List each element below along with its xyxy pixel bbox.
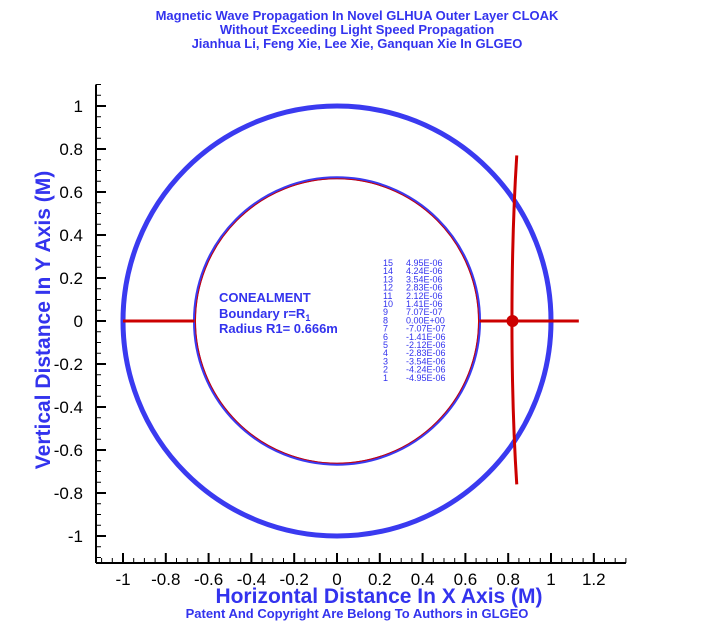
x-tick-label: -0.4 bbox=[237, 570, 266, 589]
y-tick-label: -0.4 bbox=[54, 398, 83, 417]
wave-source-point bbox=[506, 315, 519, 327]
legend-level-value: -7.07E-07 bbox=[406, 324, 446, 334]
y-tick-label: 0 bbox=[74, 312, 83, 331]
chart-title-line-1: Magnetic Wave Propagation In Novel GLHUA… bbox=[155, 8, 559, 23]
legend-level-value: 4.24E-06 bbox=[406, 266, 443, 276]
x-tick-label: 0.4 bbox=[411, 570, 435, 589]
plot-shapes bbox=[120, 103, 579, 539]
y-tick-label: 0.8 bbox=[59, 140, 83, 159]
y-tick-label: -1 bbox=[68, 527, 83, 546]
x-tick-label: -1 bbox=[115, 570, 130, 589]
legend-level-number: 6 bbox=[383, 332, 388, 342]
legend-level-number: 1 bbox=[383, 373, 388, 383]
legend-level-number: 2 bbox=[383, 365, 388, 375]
tick-labels: -1 -0.8 -0.6 -0.4 -0.2 0 0.2 0.4 0.6 0.8 1 1.2 1 0.8 0… bbox=[54, 97, 606, 589]
legend-level-value: -3.54E-06 bbox=[406, 356, 446, 366]
legend-level-value: -4.95E-06 bbox=[406, 373, 446, 383]
legend-level-value: 2.12E-06 bbox=[406, 291, 443, 301]
legend-level-number: 14 bbox=[383, 266, 393, 276]
annotation-radius: Radius R1= 0.666m bbox=[219, 321, 338, 336]
x-tick-label: 0.6 bbox=[454, 570, 478, 589]
legend-level-value: 7.07E-07 bbox=[406, 307, 443, 317]
axes bbox=[95, 84, 626, 564]
tick-marks bbox=[96, 84, 627, 563]
legend-level-number: 13 bbox=[383, 274, 393, 284]
legend-level-value: -4.24E-06 bbox=[406, 365, 446, 375]
x-tick-label: 0.8 bbox=[496, 570, 520, 589]
legend-level-number: 11 bbox=[383, 291, 392, 301]
legend-level-number: 4 bbox=[383, 348, 388, 358]
legend-level-value: -2.83E-06 bbox=[406, 348, 446, 358]
x-tick-label: -0.6 bbox=[194, 570, 223, 589]
legend-level-number: 12 bbox=[383, 283, 393, 293]
legend-level-value: 0.00E+00 bbox=[406, 315, 445, 325]
legend-level-number: 3 bbox=[383, 356, 388, 366]
x-tick-label: 0 bbox=[332, 570, 341, 589]
y-tick-label: 0.2 bbox=[59, 269, 83, 288]
legend-level-number: 5 bbox=[383, 340, 388, 350]
legend-level-value: 4.95E-06 bbox=[406, 258, 443, 268]
y-tick-label: -0.8 bbox=[54, 484, 83, 503]
inner-boundary-contour bbox=[194, 178, 480, 464]
y-tick-label: 0.4 bbox=[59, 226, 83, 245]
y-tick-label: 1 bbox=[74, 97, 83, 116]
legend-level-value: 1.41E-06 bbox=[406, 299, 443, 309]
x-tick-label: -0.8 bbox=[151, 570, 180, 589]
chart-title-line-2: Without Exceeding Light Speed Propagatio… bbox=[219, 22, 495, 37]
x-tick-label: 1 bbox=[546, 570, 555, 589]
copyright-footer: Patent And Copyright Are Belong To Autho… bbox=[185, 606, 529, 621]
legend-level-number: 9 bbox=[383, 307, 388, 317]
x-tick-label: -0.2 bbox=[280, 570, 309, 589]
x-axis-title: Horizontal Distance In X Axis (M) bbox=[215, 585, 542, 608]
y-axis-title: Vertical Distance In Y Axis (M) bbox=[32, 171, 55, 469]
legend-level-value: -1.41E-06 bbox=[406, 332, 446, 342]
legend-level-value: -2.12E-06 bbox=[406, 340, 446, 350]
x-tick-label: 0.2 bbox=[368, 570, 392, 589]
annotation-concealment: CONEALMENT bbox=[219, 290, 311, 305]
y-tick-label: 0.6 bbox=[59, 183, 83, 202]
annotation-boundary: Boundary r=R1 bbox=[219, 306, 310, 323]
legend-level-number: 8 bbox=[383, 315, 388, 325]
chart-title-line-3: Jianhua Li, Feng Xie, Lee Xie, Ganquan X… bbox=[191, 36, 523, 51]
y-tick-label: -0.6 bbox=[54, 441, 83, 460]
legend-level-value: 2.83E-06 bbox=[406, 283, 443, 293]
legend-level-value: 3.54E-06 bbox=[406, 274, 443, 284]
legend-level-number: 10 bbox=[383, 299, 393, 309]
legend-level-number: 15 bbox=[383, 258, 393, 268]
x-tick-label: 1.2 bbox=[582, 570, 606, 589]
legend-level-number: 7 bbox=[383, 324, 388, 334]
y-tick-label: -0.2 bbox=[54, 355, 83, 374]
